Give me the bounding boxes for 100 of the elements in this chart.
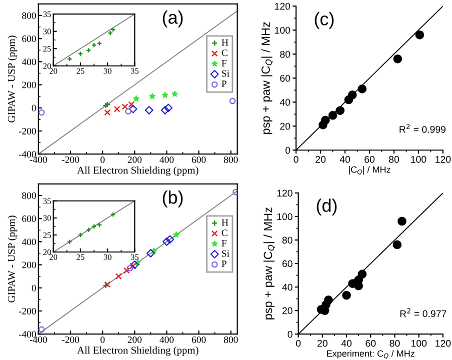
x-tick-label: 0	[100, 336, 105, 344]
point	[104, 109, 111, 116]
x-tick-label: -200	[62, 156, 80, 164]
x-tick-label: -200	[62, 336, 80, 344]
x-axis-title: All Electron Shielding (ppm)	[77, 346, 198, 356]
legend-label: H	[222, 39, 228, 46]
point	[130, 260, 139, 270]
point	[149, 93, 156, 100]
point	[358, 84, 367, 94]
point	[164, 104, 173, 112]
y-tick-label: -400	[18, 150, 36, 158]
point	[318, 120, 328, 130]
x-tick-label: 600	[192, 156, 206, 164]
legend-label: C	[222, 230, 228, 236]
y-tick-label: 60	[280, 74, 290, 82]
y-tick-label: 25	[43, 46, 51, 52]
point	[166, 235, 174, 244]
legend-label: Si	[222, 70, 230, 77]
x-tick-label: 400	[160, 336, 174, 344]
point	[344, 95, 354, 104]
y-tick-label: 35	[43, 11, 51, 18]
y-tick-label: 400	[22, 58, 36, 66]
point	[415, 30, 424, 40]
x-tick-label: 60	[366, 340, 376, 347]
y-tick-label: 0	[285, 146, 290, 154]
y-tick-label: 60	[282, 260, 292, 268]
point	[336, 106, 345, 115]
legend-label: Si	[222, 250, 230, 257]
x-tick-label: 20	[318, 340, 328, 347]
legend-label: P	[222, 260, 226, 268]
y-tick-label: 600	[22, 36, 36, 42]
x-tick-label: 0	[100, 156, 105, 164]
y-tick-label: 35	[43, 198, 51, 204]
y-tick-label: 0	[32, 284, 36, 292]
x-tick-label: 30	[104, 254, 112, 260]
point	[328, 110, 338, 120]
y-tick-label: 100	[277, 213, 292, 220]
annotation: R$^{2}$ = 0.977	[400, 308, 446, 318]
annotation: (a)	[162, 10, 183, 28]
y-tick-label: 20	[282, 307, 292, 314]
point	[162, 237, 171, 246]
annotation: (d)	[316, 198, 337, 216]
x-tick-label: 40	[340, 156, 350, 163]
x-tick-label: 20	[316, 156, 326, 163]
x-axis-title: |C$_{Q}$| / MHz	[349, 166, 390, 175]
y-tick-label: 0	[288, 330, 292, 338]
x-tick-label: 0	[294, 156, 298, 163]
x-tick-label: 40	[341, 340, 352, 347]
point	[342, 290, 351, 300]
point	[133, 95, 140, 102]
y-tick-label: 40	[280, 98, 290, 106]
y-tick-label: -400	[18, 330, 36, 338]
x-tick-label: 30	[104, 68, 112, 74]
y-axis-title: psp + paw |C$_{Q}$| / MHz	[261, 22, 273, 134]
x-tick-label: 100	[411, 156, 426, 163]
point	[160, 106, 170, 114]
y-axis-title: GIPAW - USP (ppm)	[8, 216, 18, 302]
y-tick-label: 200	[22, 82, 36, 88]
y-axis-title: GIPAW - USP (ppm)	[8, 36, 18, 122]
x-tick-label: 800	[224, 156, 238, 164]
point	[172, 90, 178, 97]
annotation: R$^{2}$ = 0.999	[400, 124, 446, 133]
y-tick-label: 20	[280, 122, 290, 130]
point	[398, 216, 406, 226]
y-axis-title: psp + paw |C$_{Q}$| / MHz	[263, 208, 276, 320]
x-tick-label: 0	[296, 340, 301, 347]
legend-label: F	[222, 60, 226, 66]
y-tick-label: 100	[275, 26, 290, 34]
annotation: (b)	[162, 190, 183, 208]
point	[392, 240, 402, 250]
y-tick-label: 80	[280, 50, 290, 58]
y-tick-label: 800	[22, 192, 36, 199]
x-tick-label: 400	[160, 156, 174, 164]
point	[173, 232, 180, 238]
point	[146, 249, 155, 258]
point	[162, 92, 168, 98]
y-tick-label: 0	[32, 104, 36, 112]
y-tick-label: 120	[275, 2, 290, 10]
legend-label: P	[222, 80, 226, 88]
y-tick-label: 20	[43, 63, 51, 69]
y-tick-label: 25	[43, 232, 51, 238]
y-tick-label: 80	[282, 236, 292, 244]
x-tick-label: 60	[364, 156, 375, 163]
y-tick-label: 40	[282, 284, 292, 291]
x-tick-label: 100	[411, 340, 427, 347]
point	[114, 106, 120, 112]
x-tick-label: 200	[128, 156, 142, 164]
x-tick-label: 20	[50, 68, 58, 74]
x-tick-label: 35	[130, 68, 139, 74]
x-tick-label: 800	[224, 336, 238, 344]
x-tick-label: 35	[130, 254, 139, 260]
y-tick-label: 400	[22, 238, 36, 246]
point	[144, 106, 154, 114]
y-tick-label: 800	[22, 12, 36, 19]
x-tick-label: 600	[192, 336, 206, 344]
x-tick-label: 80	[389, 156, 400, 163]
y-tick-label: 30	[43, 215, 51, 221]
x-tick-label: 120	[436, 156, 451, 163]
x-tick-label: 25	[76, 68, 84, 74]
x-tick-label: 200	[128, 336, 142, 344]
